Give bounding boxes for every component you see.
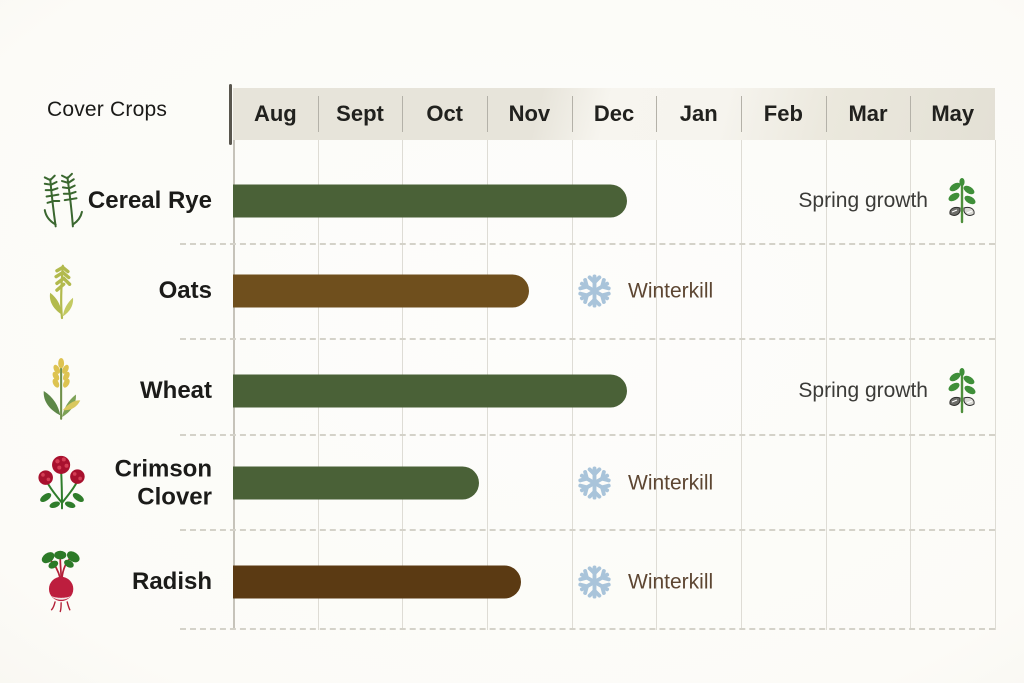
cereal-rye-icon bbox=[30, 171, 94, 231]
crop-row: Crimson Clover bbox=[0, 435, 1024, 531]
crop-label: Wheat bbox=[140, 377, 212, 405]
row-separator bbox=[180, 529, 995, 531]
annotation-label: Spring growth bbox=[798, 379, 928, 402]
snowflake-icon bbox=[577, 274, 612, 309]
crop-label: Oats bbox=[158, 277, 212, 305]
radish-icon bbox=[30, 549, 94, 615]
annotation-label: Winterkill bbox=[628, 570, 714, 593]
crop-bar bbox=[233, 274, 530, 308]
month-cell: Dec bbox=[571, 88, 657, 140]
winterkill-annotation: Winterkill bbox=[577, 565, 713, 600]
seedling-icon bbox=[946, 178, 978, 224]
row-separator bbox=[180, 628, 995, 630]
row-separator bbox=[180, 243, 995, 245]
month-gridline bbox=[995, 140, 996, 630]
annotation-label: Spring growth bbox=[798, 189, 928, 212]
month-cell: Mar bbox=[825, 88, 911, 140]
month-header: Aug Sept Oct Nov Dec Jan Feb Mar May bbox=[233, 88, 995, 140]
crop-row: Oats Win bbox=[0, 243, 1024, 339]
crop-bar bbox=[233, 184, 627, 218]
chart-title: Cover Crops bbox=[46, 98, 168, 121]
crop-bar bbox=[233, 466, 479, 500]
crop-bar bbox=[233, 565, 521, 599]
crop-row: Wheat Spring growth bbox=[0, 343, 1024, 439]
month-cell: Oct bbox=[402, 88, 487, 140]
crimson-clover-icon bbox=[30, 452, 94, 514]
month-cell: Feb bbox=[741, 88, 826, 140]
crop-bar bbox=[233, 374, 627, 408]
month-cell: May bbox=[910, 88, 995, 140]
month-gridline bbox=[910, 140, 912, 630]
month-gridline bbox=[825, 140, 827, 630]
spring-growth-annotation: Spring growth bbox=[798, 368, 978, 414]
month-cell: Nov bbox=[487, 88, 572, 140]
crop-row: Radish W bbox=[0, 534, 1024, 630]
annotation-label: Winterkill bbox=[628, 471, 714, 494]
month-cell: Jan bbox=[656, 88, 741, 140]
month-cell: Aug bbox=[253, 101, 297, 126]
month-gridline bbox=[656, 140, 658, 630]
crop-label: Crimson Clover bbox=[114, 455, 212, 510]
spring-growth-annotation: Spring growth bbox=[798, 178, 978, 224]
winterkill-annotation: Winterkill bbox=[577, 274, 713, 309]
crop-label: Cereal Rye bbox=[87, 187, 212, 215]
winterkill-annotation: Winterkill bbox=[577, 466, 713, 501]
snowflake-icon bbox=[577, 565, 612, 600]
month-cell: Sept bbox=[317, 88, 403, 140]
month-gridline bbox=[741, 140, 742, 630]
crop-label: Radish bbox=[131, 568, 212, 596]
annotation-label: Winterkill bbox=[628, 279, 714, 302]
snowflake-icon bbox=[577, 466, 612, 501]
row-separator bbox=[180, 434, 995, 436]
axis-origin-line bbox=[229, 84, 232, 145]
row-separator bbox=[180, 338, 995, 340]
crop-row: Cereal Rye Spring growth bbox=[0, 153, 1024, 249]
wheat-icon bbox=[30, 358, 94, 424]
seedling-icon bbox=[946, 368, 978, 414]
oat-icon bbox=[30, 260, 94, 322]
